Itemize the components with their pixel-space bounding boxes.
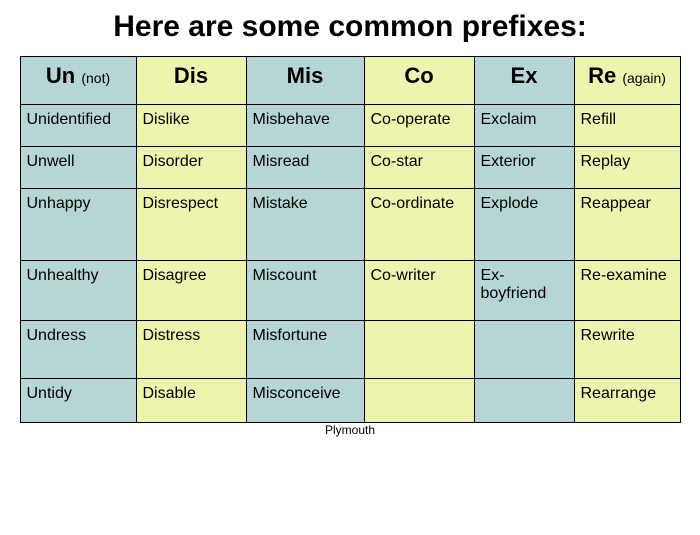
- table-cell: Rearrange: [574, 379, 680, 423]
- table-cell: Misbehave: [246, 105, 364, 147]
- table-cell: Refill: [574, 105, 680, 147]
- table-cell: Co-operate: [364, 105, 474, 147]
- table-cell: [474, 379, 574, 423]
- table-cell: Co-star: [364, 147, 474, 189]
- column-header: Un (not): [20, 57, 136, 105]
- prefix-label: Dis: [174, 63, 208, 88]
- table-cell: Explode: [474, 189, 574, 261]
- table-row: UntidyDisableMisconceive Rearrange: [20, 379, 680, 423]
- table-cell: Misconceive: [246, 379, 364, 423]
- table-cell: Unhappy: [20, 189, 136, 261]
- table-row: UndressDistressMisfortune Rewrite: [20, 321, 680, 379]
- table-body: UnidentifiedDislikeMisbehaveCo-operateEx…: [20, 105, 680, 423]
- table-cell: Disrespect: [136, 189, 246, 261]
- prefix-label: Ex: [511, 63, 538, 88]
- table-cell: Ex-boyfriend: [474, 261, 574, 321]
- table-row: UnhealthyDisagreeMiscountCo-writerEx-boy…: [20, 261, 680, 321]
- table-cell: Disagree: [136, 261, 246, 321]
- table-row: UnwellDisorderMisreadCo-starExteriorRepl…: [20, 147, 680, 189]
- column-header: Re (again): [574, 57, 680, 105]
- column-header: Ex: [474, 57, 574, 105]
- table-cell: Unhealthy: [20, 261, 136, 321]
- table-row: UnhappyDisrespectMistakeCo-ordinateExplo…: [20, 189, 680, 261]
- table-cell: Miscount: [246, 261, 364, 321]
- table-cell: Replay: [574, 147, 680, 189]
- table-cell: Re-examine: [574, 261, 680, 321]
- prefix-label: Re: [588, 63, 616, 88]
- table-cell: [364, 379, 474, 423]
- table-cell: Co-ordinate: [364, 189, 474, 261]
- table-cell: Rewrite: [574, 321, 680, 379]
- table-cell: Co-writer: [364, 261, 474, 321]
- table-cell: Reappear: [574, 189, 680, 261]
- page-title: Here are some common prefixes:: [0, 10, 700, 44]
- table-cell: Untidy: [20, 379, 136, 423]
- prefix-label: Un: [46, 63, 75, 88]
- table-cell: Disable: [136, 379, 246, 423]
- table-cell: Misread: [246, 147, 364, 189]
- column-header: Co: [364, 57, 474, 105]
- prefix-label: Co: [404, 63, 433, 88]
- table-cell: Misfortune: [246, 321, 364, 379]
- prefix-meaning: (not): [81, 70, 110, 86]
- table-cell: Undress: [20, 321, 136, 379]
- prefix-label: Mis: [287, 63, 324, 88]
- table-row: UnidentifiedDislikeMisbehaveCo-operateEx…: [20, 105, 680, 147]
- footer-text: Plymouth: [0, 423, 700, 437]
- table-cell: [364, 321, 474, 379]
- table-cell: Dislike: [136, 105, 246, 147]
- table-cell: Unidentified: [20, 105, 136, 147]
- table-cell: Exterior: [474, 147, 574, 189]
- table-cell: Mistake: [246, 189, 364, 261]
- column-header: Dis: [136, 57, 246, 105]
- table-cell: Exclaim: [474, 105, 574, 147]
- table-cell: Unwell: [20, 147, 136, 189]
- table-cell: [474, 321, 574, 379]
- column-header: Mis: [246, 57, 364, 105]
- table-cell: Disorder: [136, 147, 246, 189]
- prefix-meaning: (again): [622, 70, 666, 86]
- table-header-row: Un (not) Dis Mis Co Ex Re (again): [20, 57, 680, 105]
- table-cell: Distress: [136, 321, 246, 379]
- prefixes-table: Un (not) Dis Mis Co Ex Re (again) Unidentifie…: [20, 56, 681, 423]
